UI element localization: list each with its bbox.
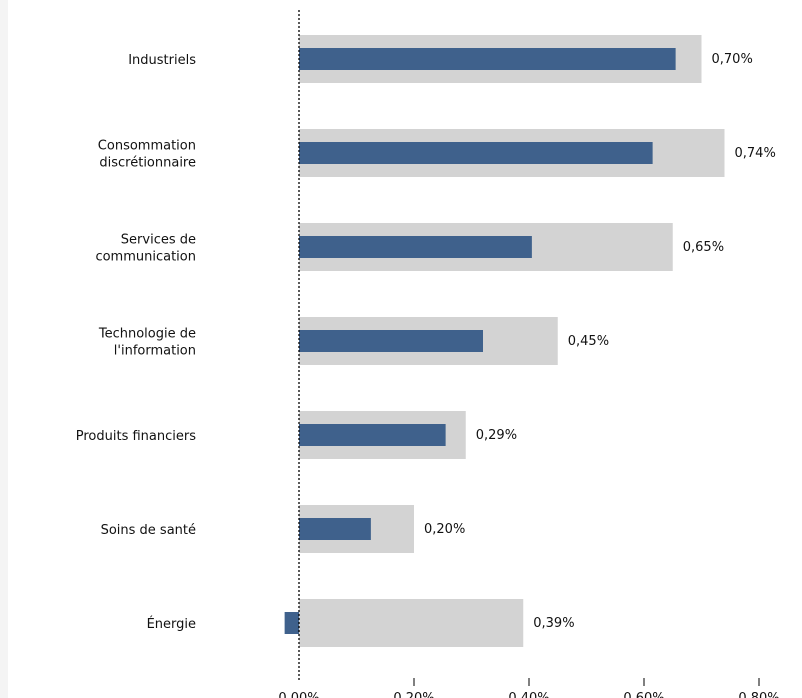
x-axis: 0,00% 0,20% 0,40% 0,60% 0,80%: [278, 678, 780, 698]
foreground-bar: [299, 236, 532, 258]
x-tick-label: 0,80%: [738, 691, 779, 698]
foreground-bar: [299, 48, 676, 70]
data-label: 0,74%: [735, 146, 776, 161]
category-label: Services de: [121, 233, 196, 248]
x-tick-label: 0,60%: [623, 691, 664, 698]
category-label: Technologie de: [98, 327, 196, 342]
left-border-strip: [0, 0, 8, 698]
foreground-bar: [299, 142, 653, 164]
category-label: Soins de santé: [101, 523, 196, 538]
data-label: 0,29%: [476, 428, 517, 443]
category-label: communication: [95, 250, 196, 265]
x-tick-label: 0,40%: [508, 691, 549, 698]
data-label: 0,65%: [683, 240, 724, 255]
foreground-bar: [299, 518, 371, 540]
category-label: l'information: [114, 344, 196, 359]
category-label: Énergie: [147, 616, 196, 632]
category-label: Produits financiers: [76, 429, 196, 444]
foreground-bar: [299, 424, 446, 446]
x-tick-label: 0,20%: [393, 691, 434, 698]
background-bar: [299, 599, 524, 647]
data-label: 0,70%: [712, 52, 753, 67]
data-label: 0,39%: [533, 616, 574, 631]
data-label: 0,45%: [568, 334, 609, 349]
category-label: Industriels: [128, 53, 196, 68]
foreground-bar: [284, 612, 299, 634]
category-labels-group: Industriels Consommation discrétionnaire Se…: [76, 53, 196, 632]
foreground-bar: [299, 330, 483, 352]
value-labels-group: 0,70% 0,74% 0,65% 0,45% 0,29% 0,20% 0,39%: [424, 52, 776, 631]
foreground-bars-group: [284, 48, 676, 634]
x-tick-label: 0,00%: [278, 691, 319, 698]
category-label: discrétionnaire: [99, 156, 196, 171]
category-label: Consommation: [98, 139, 196, 154]
data-label: 0,20%: [424, 522, 465, 537]
